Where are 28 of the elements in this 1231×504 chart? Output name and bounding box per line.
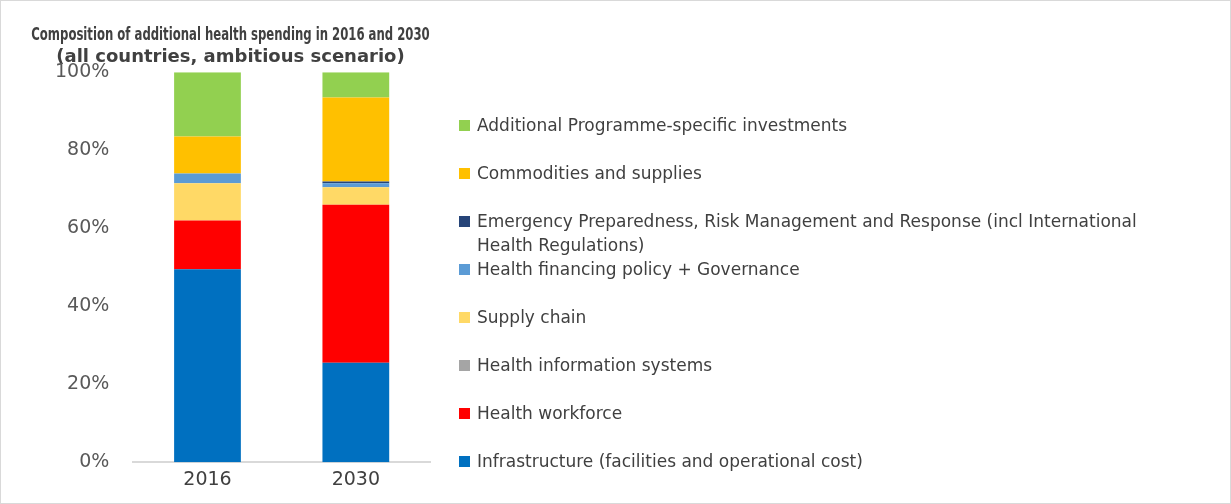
y-tick-label: 20%: [67, 371, 110, 394]
bar: [322, 362, 390, 463]
legend-label: Additional Programme-specific investments: [477, 114, 849, 137]
legend-label: Emergency Preparedness, Risk Management and Response (incl International Health Regulations): [477, 210, 1138, 257]
x-tick-label: 2016: [183, 466, 232, 489]
legend-label: Supply chain: [477, 306, 588, 329]
bar: [174, 220, 241, 270]
bar: [174, 173, 241, 184]
y-tick-label: 40%: [67, 293, 110, 316]
legend-label: Infrastructure (facilities and operational cost): [477, 450, 864, 473]
bar: [322, 187, 390, 205]
bar: [322, 183, 390, 188]
chart-title: Composition of additional health spending in 2016 and 2030: [31, 23, 430, 46]
bar: [174, 136, 241, 174]
legend-label: Commodities and supplies: [477, 162, 703, 185]
bar: [174, 72, 241, 137]
bar: [322, 72, 390, 98]
bar: [322, 97, 390, 182]
x-tick-label: 2030: [331, 466, 381, 489]
y-tick-label: 60%: [67, 215, 110, 238]
y-tick-label: 0%: [79, 449, 110, 472]
bar: [174, 183, 241, 221]
bar: [322, 204, 390, 363]
legend-label: Health financing policy + Governance: [477, 258, 801, 281]
legend-label: Health workforce: [477, 402, 624, 425]
bar: [174, 269, 241, 463]
y-tick-label: 80%: [67, 137, 110, 160]
legend-label: Health information systems: [477, 354, 714, 377]
